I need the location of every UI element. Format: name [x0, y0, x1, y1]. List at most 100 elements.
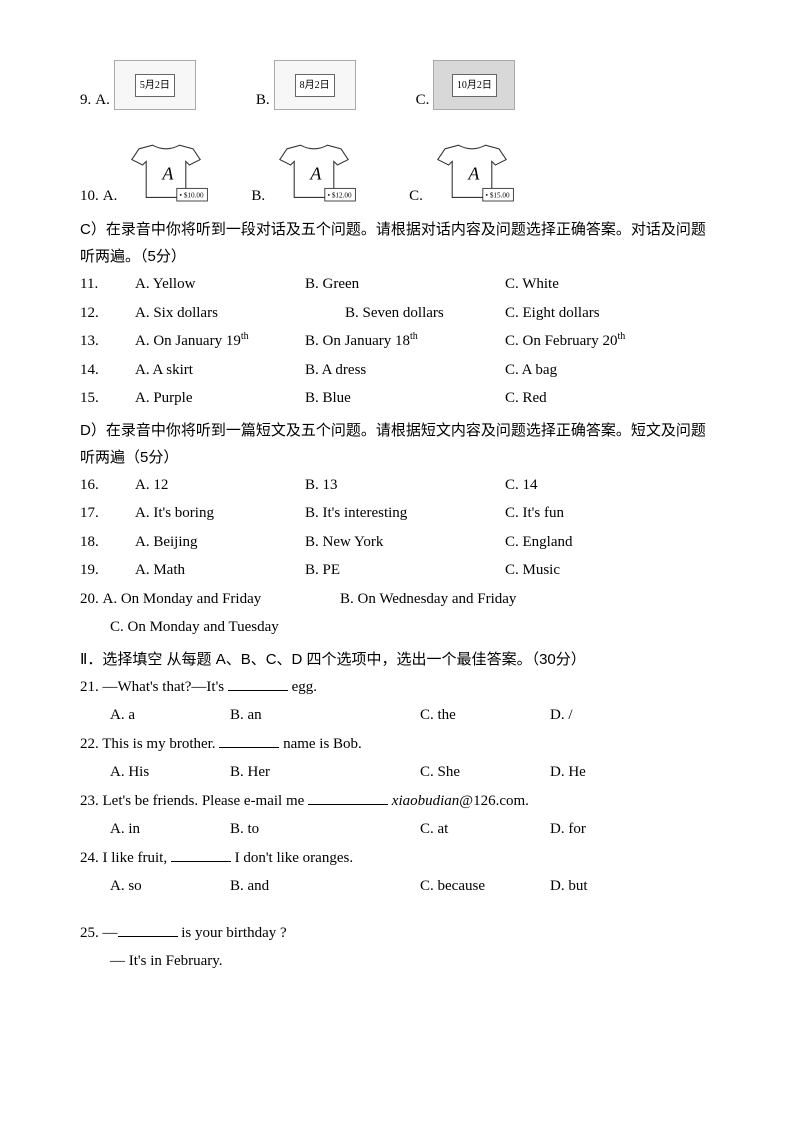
option-a: A. Beijing: [135, 528, 305, 557]
option-c: C. because: [420, 872, 550, 901]
q10-num: 10.: [80, 182, 99, 211]
q18-row: 18. A. Beijing B. New York C. England: [80, 528, 720, 557]
tshirt-icon: A • $12.00: [269, 138, 359, 210]
calendar-date-b: 8月2日: [295, 74, 335, 97]
option-b: B. Blue: [305, 384, 505, 413]
q23-stem: 23. Let's be friends. Please e-mail me x…: [80, 787, 720, 816]
option-d: D. He: [550, 758, 586, 787]
option-c: C. at: [420, 815, 550, 844]
q9-num: 9.: [80, 86, 91, 115]
q9-opt-b: B.: [256, 86, 270, 115]
q13-row: 13. A. On January 19th B. On January 18t…: [80, 327, 720, 356]
calendar-icon: 8月2日: [274, 60, 356, 110]
q22-stem: 22. This is my brother. name is Bob.: [80, 730, 720, 759]
option-d: D. /: [550, 701, 573, 730]
blank: [219, 733, 279, 748]
tshirt-icon: A • $10.00: [121, 138, 211, 210]
option-b: B. PE: [305, 556, 505, 585]
option-c: C. Red: [505, 384, 675, 413]
option-a: A. Six dollars: [135, 299, 305, 328]
shirt-price-b: • $12.00: [328, 191, 352, 199]
q19-row: 19. A. Math B. PE C. Music: [80, 556, 720, 585]
blank: [308, 790, 388, 805]
option-b: B. On January 18th: [305, 327, 505, 356]
q9-opt-c: C.: [416, 86, 430, 115]
option-a: A. On Monday and Friday: [103, 585, 303, 614]
option-c: C. It's fun: [505, 499, 675, 528]
option-a: A. a: [110, 701, 230, 730]
option-c: C. She: [420, 758, 550, 787]
calendar-icon: 5月2日: [114, 60, 196, 110]
q25-stem: 25. — is your birthday ?: [80, 919, 720, 948]
q14-row: 14. A. A skirt B. A dress C. A bag: [80, 356, 720, 385]
option-c: C. Music: [505, 556, 675, 585]
q21-opts: A. a B. an C. the D. /: [80, 701, 720, 730]
option-a: A. It's boring: [135, 499, 305, 528]
shirt-price-a: • $10.00: [180, 191, 204, 199]
q21-stem: 21. —What's that?—It's egg.: [80, 673, 720, 702]
option-a: A. Math: [135, 556, 305, 585]
q24-stem: 24. I like fruit, I don't like oranges.: [80, 844, 720, 873]
option-a: A. A skirt: [135, 356, 305, 385]
option-c: C. the: [420, 701, 550, 730]
option-b: B. Green: [305, 270, 505, 299]
q20-row: 20. A. On Monday and Friday B. On Wednes…: [80, 585, 720, 614]
option-b: B. On Wednesday and Friday: [340, 591, 516, 607]
tshirt-icon: A • $15.00: [427, 138, 517, 210]
option-b: B. A dress: [305, 356, 505, 385]
calendar-icon: 10月2日: [433, 60, 515, 110]
q15-row: 15. A. Purple B. Blue C. Red: [80, 384, 720, 413]
option-c: C. A bag: [505, 356, 675, 385]
option-a: A. On January 19th: [135, 327, 305, 356]
option-c: C. England: [505, 528, 675, 557]
blank: [171, 847, 231, 862]
section-ii-title: Ⅱ．选择填空 从每题 A、B、C、D 四个选项中，选出一个最佳答案。（30分）: [80, 646, 720, 673]
exam-page: 9. A. 5月2日 B. 8月2日 C. 10月2日 10. A. A • $…: [0, 0, 800, 1130]
option-b: B. Seven dollars: [345, 299, 505, 328]
q11-row: 11. A. Yellow B. Green C. White: [80, 270, 720, 299]
blank: [228, 676, 288, 691]
option-b: B. an: [230, 701, 420, 730]
q12-row: 12. A. Six dollars B. Seven dollars C. E…: [80, 299, 720, 328]
option-a: A. His: [110, 758, 230, 787]
q23-opts: A. in B. to C. at D. for: [80, 815, 720, 844]
option-a: A. Purple: [135, 384, 305, 413]
q16-row: 16. A. 12 B. 13 C. 14: [80, 471, 720, 500]
shirt-letter: A: [467, 163, 480, 183]
q10-opt-c: C.: [409, 182, 423, 211]
blank: [118, 922, 178, 937]
option-a: A. in: [110, 815, 230, 844]
shirt-price-c: • $15.00: [485, 191, 509, 199]
q22-opts: A. His B. Her C. She D. He: [80, 758, 720, 787]
section-d-title: D）在录音中你将听到一篇短文及五个问题。请根据短文内容及问题选择正确答案。短文及…: [80, 417, 720, 471]
option-a: A. Yellow: [135, 270, 305, 299]
option-b: B. New York: [305, 528, 505, 557]
q10-opt-b: B.: [251, 182, 265, 211]
q9-row: 9. A. 5月2日 B. 8月2日 C. 10月2日: [80, 60, 720, 114]
calendar-date-c: 10月2日: [452, 74, 497, 97]
option-a: A. so: [110, 872, 230, 901]
q24-opts: A. so B. and C. because D. but: [80, 872, 720, 901]
q10-row: 10. A. A • $10.00 B. A • $12.00 C. A • $…: [80, 138, 720, 210]
option-c: C. 14: [505, 471, 675, 500]
shirt-letter: A: [162, 163, 175, 183]
option-b: B. It's interesting: [305, 499, 505, 528]
option-d: D. for: [550, 815, 586, 844]
option-b: B. Her: [230, 758, 420, 787]
q10-opt-a: A.: [103, 182, 118, 211]
option-c: C. Eight dollars: [505, 299, 675, 328]
option-b: B. 13: [305, 471, 505, 500]
option-a: A. 12: [135, 471, 305, 500]
q25-line2: — It's in February.: [80, 947, 720, 976]
shirt-letter: A: [310, 163, 323, 183]
q17-row: 17. A. It's boring B. It's interesting C…: [80, 499, 720, 528]
option-c: C. White: [505, 270, 675, 299]
option-c: C. On February 20th: [505, 327, 675, 356]
q20-optc: C. On Monday and Tuesday: [80, 613, 720, 642]
section-c-title: C）在录音中你将听到一段对话及五个问题。请根据对话内容及问题选择正确答案。对话及…: [80, 216, 720, 270]
q9-opt-a: A.: [95, 86, 110, 115]
calendar-date-a: 5月2日: [135, 74, 175, 97]
option-b: B. and: [230, 872, 420, 901]
option-b: B. to: [230, 815, 420, 844]
option-d: D. but: [550, 872, 588, 901]
